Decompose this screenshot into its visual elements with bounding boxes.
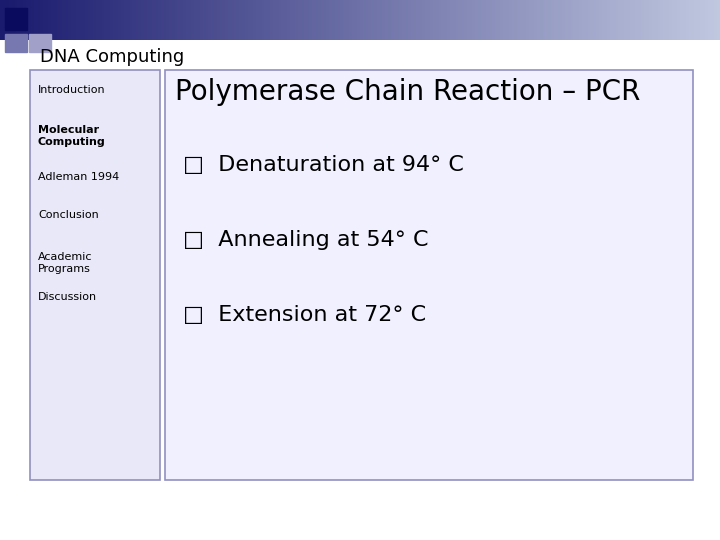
- Text: DNA Computing: DNA Computing: [40, 48, 184, 66]
- Bar: [29, 34, 51, 52]
- Bar: [165, 70, 693, 480]
- Text: Introduction: Introduction: [38, 85, 106, 95]
- Text: □  Denaturation at 94° C: □ Denaturation at 94° C: [183, 155, 464, 175]
- Text: Molecular
Computing: Molecular Computing: [38, 125, 106, 146]
- Text: Discussion: Discussion: [38, 292, 97, 302]
- Text: Conclusion: Conclusion: [38, 210, 99, 220]
- Text: Adleman 1994: Adleman 1994: [38, 172, 120, 182]
- Text: Academic
Programs: Academic Programs: [38, 252, 92, 274]
- Text: □  Extension at 72° C: □ Extension at 72° C: [183, 305, 426, 325]
- Bar: [30, 70, 160, 480]
- Bar: [5, 8, 27, 30]
- Text: Polymerase Chain Reaction – PCR: Polymerase Chain Reaction – PCR: [175, 78, 640, 106]
- Text: □  Annealing at 54° C: □ Annealing at 54° C: [183, 230, 428, 250]
- Bar: [5, 34, 27, 52]
